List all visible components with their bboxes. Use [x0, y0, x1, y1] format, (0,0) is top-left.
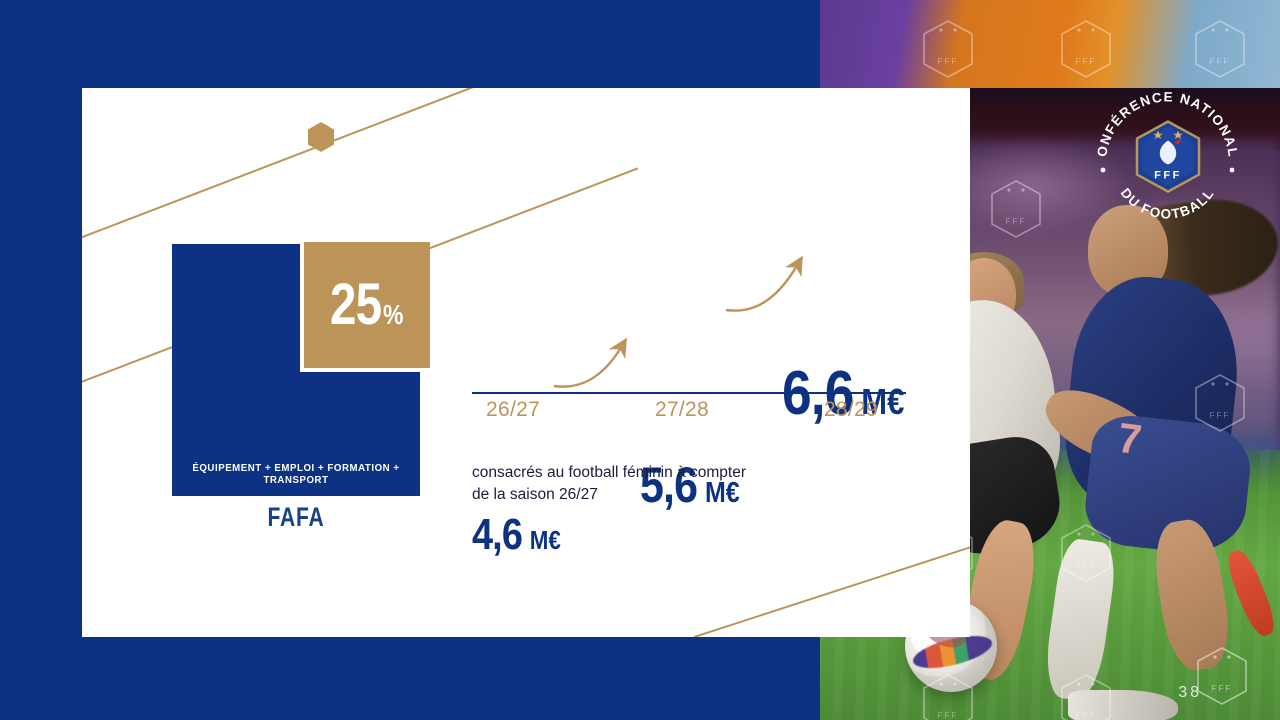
svg-text:FFF: FFF — [1210, 411, 1231, 420]
fafa-percent-tile: 25 % — [300, 242, 430, 372]
chart-season-label-2: 28/29 — [823, 398, 878, 421]
svg-text:FFF: FFF — [1076, 57, 1097, 66]
fff-watermark-icon: FFF — [988, 178, 1044, 240]
caption-line-1: consacrés au football féminin à compter — [472, 464, 746, 481]
chart-season-label-0: 26/27 — [486, 398, 541, 421]
decor-diagonal-line — [694, 524, 970, 637]
chart-value-0: 4,6 M€ — [472, 510, 561, 560]
svg-text:FFF: FFF — [938, 57, 959, 66]
chart-season-label-1: 27/28 — [654, 398, 710, 421]
fff-watermark-icon: FFF — [1058, 18, 1114, 80]
chart-value-amount: 5,6 — [640, 457, 698, 513]
caption-line-2: de la saison 26/27 — [472, 486, 598, 504]
fafa-percent-number: 25 — [330, 271, 382, 337]
chart-value-unit: M€ — [704, 477, 740, 509]
chart-value-1: 5,6 M€ — [640, 456, 740, 514]
page-number: 38 — [1178, 684, 1202, 701]
decor-diagonal-line — [82, 88, 512, 242]
fff-watermark-icon: FFF — [1192, 372, 1248, 434]
fafa-percent-value: 25 % — [330, 271, 404, 337]
fafa-percent-symbol: % — [383, 298, 404, 330]
decor-hexagon — [308, 122, 334, 152]
fff-watermark-icon: FFF — [1058, 522, 1114, 584]
fafa-tags: ÉQUIPEMENT + EMPLOI + FORMATION + TRANSP… — [192, 462, 400, 486]
fafa-label: FAFA — [267, 502, 325, 532]
caption-text: consacrés au football féminin à compter … — [472, 462, 872, 507]
chart-season-labels: 26/27 27/28 28/29 — [472, 398, 906, 422]
fff-watermark-icon: FFF — [920, 18, 976, 80]
fff-watermark-icon: FFF — [1058, 672, 1114, 720]
fff-watermark-icon: FFF — [1194, 645, 1250, 712]
svg-text:FFF: FFF — [1076, 711, 1097, 720]
fafa-block: 25 % ÉQUIPEMENT + EMPLOI + FORMATION + T… — [172, 242, 430, 540]
fff-shield-icon: FFF — [1135, 119, 1200, 193]
chart-axis-line — [472, 392, 906, 394]
player-white-boot — [1068, 690, 1178, 720]
chart-value-unit: M€ — [529, 525, 561, 555]
conference-badge: CONFÉRENCE NATIONALE DU FOOTBALL FFF — [1090, 78, 1245, 233]
fff-shield-label: FFF — [1154, 169, 1182, 181]
svg-text:FFF: FFF — [938, 711, 959, 720]
chart-value-unit: M€ — [861, 381, 905, 422]
svg-text:FFF: FFF — [1076, 561, 1097, 570]
svg-text:FFF: FFF — [1212, 684, 1233, 693]
svg-text:FFF: FFF — [1006, 217, 1027, 226]
fff-watermark-icon: FFF — [920, 672, 976, 720]
chart-value-amount: 4,6 — [472, 510, 523, 559]
fff-watermark-icon: FFF — [1192, 18, 1248, 80]
svg-text:FFF: FFF — [1210, 57, 1231, 66]
